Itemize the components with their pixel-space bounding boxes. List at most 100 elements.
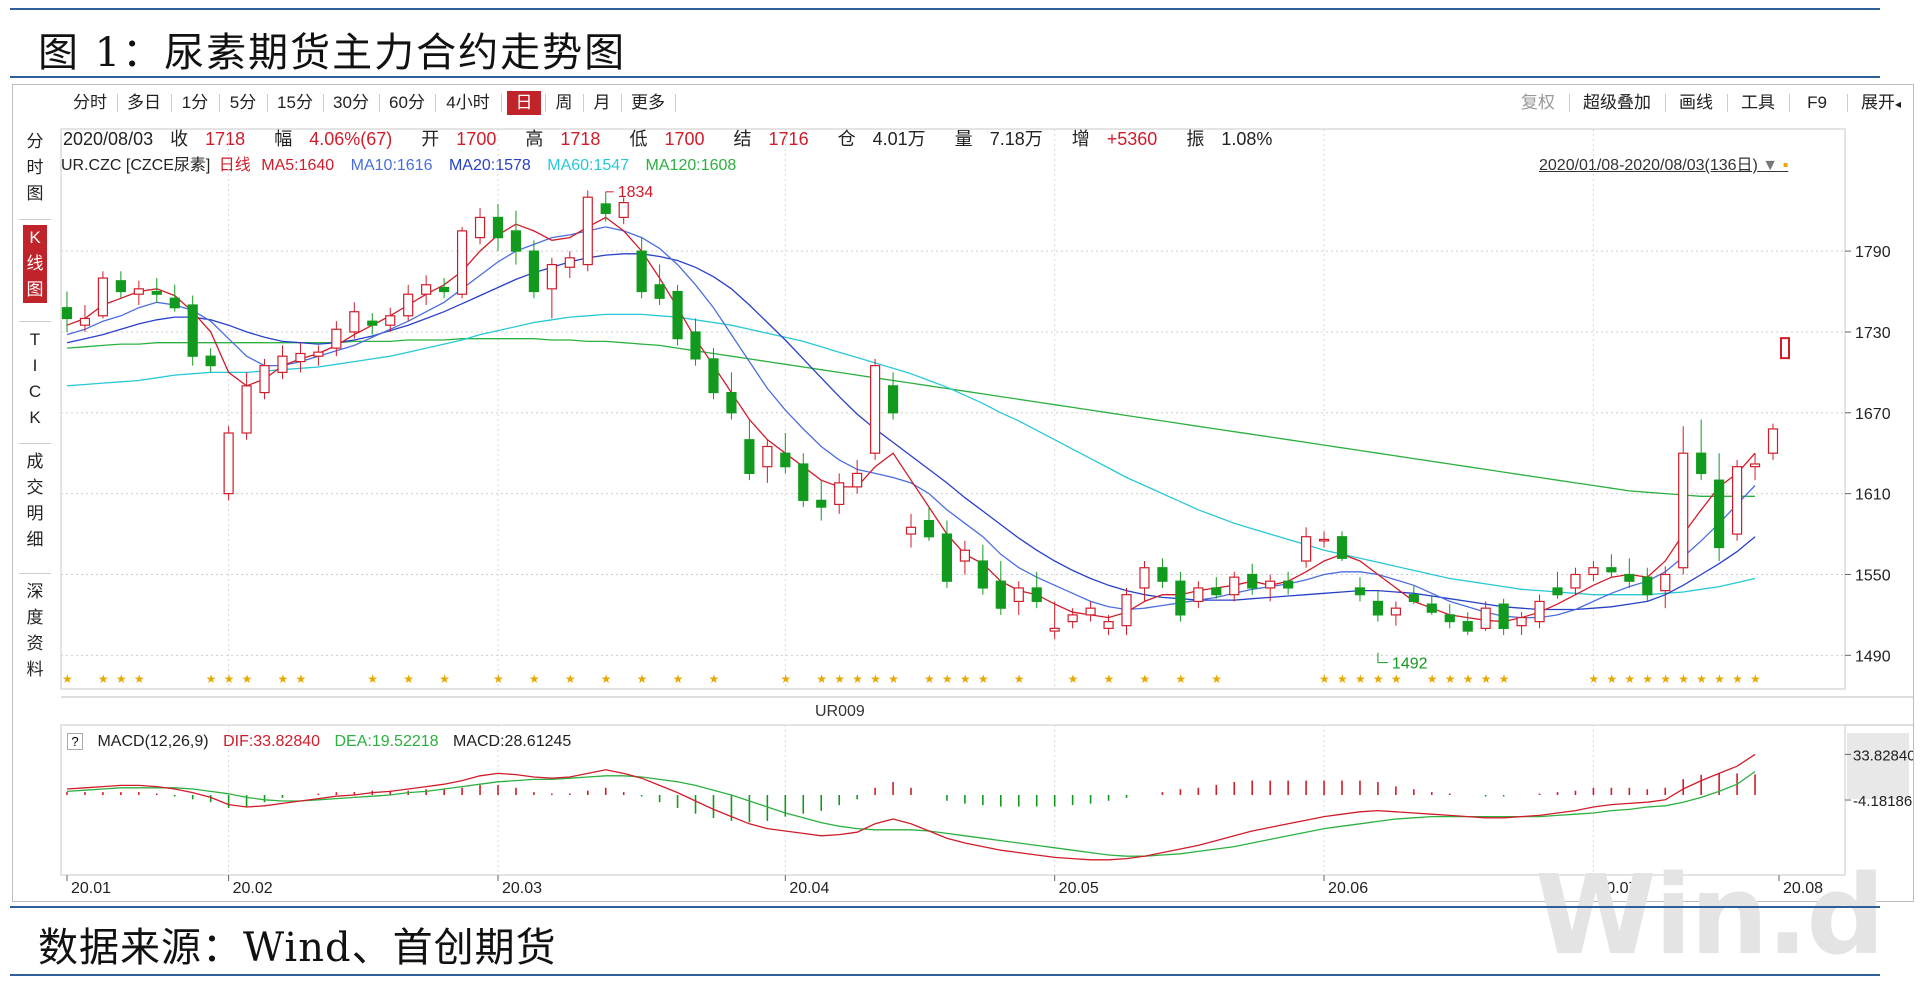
- toolbar-divider: [435, 94, 436, 112]
- dea-line: [66, 771, 1756, 857]
- candle: [259, 358, 270, 400]
- signal-star: ★: [1175, 672, 1186, 686]
- macd-y-tick-label: 33.82840: [1853, 747, 1913, 764]
- signal-star: ★: [1014, 672, 1025, 686]
- ma120-label: MA120:1608: [645, 157, 737, 174]
- period-5min[interactable]: 5分: [229, 93, 257, 112]
- candle: [1318, 531, 1330, 548]
- symbol-label[interactable]: UR.CZC [CZCE尿素]: [61, 157, 211, 174]
- super-overlay-button[interactable]: 超级叠加: [1583, 93, 1651, 112]
- toolbar-divider: [1789, 94, 1790, 112]
- signal-star: ★: [367, 672, 378, 686]
- candle: [367, 313, 378, 335]
- candle-body: [528, 250, 540, 293]
- candle: [708, 348, 719, 400]
- signal-star: ★: [1211, 672, 1222, 686]
- toolbar-divider: [323, 94, 324, 112]
- tools-button[interactable]: 工具: [1741, 93, 1775, 112]
- period-30min[interactable]: 30分: [333, 93, 369, 112]
- candle-body: [1354, 587, 1366, 596]
- candle-body: [1049, 627, 1060, 632]
- signal-star: ★: [924, 672, 935, 686]
- candle: [277, 345, 288, 380]
- candle-body: [115, 280, 126, 293]
- signal-star: ★: [708, 672, 719, 686]
- candle-body: [277, 355, 288, 373]
- candle: [1031, 571, 1042, 609]
- f9-button[interactable]: F9: [1807, 93, 1827, 112]
- candle-body: [834, 482, 845, 506]
- signal-star: ★: [295, 672, 306, 686]
- tab-timeshare[interactable]: 分时图: [23, 129, 47, 207]
- period-label: 日线: [218, 157, 251, 174]
- draw-line-button[interactable]: 画线: [1679, 93, 1713, 112]
- help-icon[interactable]: ?: [67, 733, 83, 750]
- signal-star: ★: [1499, 672, 1510, 686]
- toolbar-divider: [1569, 94, 1570, 112]
- candle-body: [349, 311, 360, 333]
- signal-star: ★: [1445, 672, 1456, 686]
- toolbar-divider: [583, 94, 584, 112]
- signal-star: ★: [834, 672, 845, 686]
- candle: [1462, 612, 1473, 636]
- candle: [295, 342, 306, 373]
- candle: [1049, 601, 1060, 640]
- period-week[interactable]: 周: [555, 93, 573, 112]
- candle-body: [744, 439, 755, 475]
- period-timeshare[interactable]: 分时: [73, 93, 107, 112]
- signal-star: ★: [1139, 672, 1150, 686]
- period-more[interactable]: 更多: [631, 93, 665, 112]
- candle-body: [1731, 466, 1743, 535]
- candle-body: [977, 560, 988, 589]
- period-60min[interactable]: 60分: [389, 93, 425, 112]
- macd-title: MACD(12,26,9): [97, 733, 209, 750]
- ma5-line: [66, 216, 1756, 623]
- candle: [1678, 426, 1689, 575]
- ma20-label: MA20:1578: [448, 157, 531, 174]
- chart-canvas[interactable]: ★ ★ ★ ★ ★ ★ ★ ★ ★ ★ ★ ★ ★ ★ ★ ★ ★ ★ ★ ★ ★ ★ ★ ★ ★ ★ ★ ★ ★ ★ ★ ★ ★ ★ ★ ★ ★ ★ ★ ★…: [13, 85, 1913, 901]
- signal-star: ★: [206, 672, 217, 686]
- quote-close: 收 1718: [170, 129, 246, 149]
- candle-body: [726, 391, 737, 414]
- ma60-line: [66, 313, 1756, 596]
- tab-divider: [19, 443, 51, 444]
- signal-star: ★: [1714, 672, 1725, 686]
- candle-body: [295, 352, 306, 363]
- candle-body: [241, 385, 252, 434]
- period-15min[interactable]: 15分: [277, 93, 313, 112]
- candle: [672, 284, 683, 346]
- candle: [887, 372, 899, 420]
- candle: [654, 264, 665, 305]
- y-tick-label: 1550: [1855, 567, 1891, 584]
- period-4hour[interactable]: 4小时: [446, 93, 490, 112]
- candle: [1300, 527, 1312, 568]
- candle: [223, 426, 234, 501]
- candle: [1624, 558, 1635, 588]
- ma120-line: [66, 338, 1755, 497]
- tab-trade-detail[interactable]: 成交明细: [23, 449, 47, 553]
- macd-value-label: MACD:28.61245: [453, 733, 572, 750]
- signal-star: ★: [888, 672, 899, 686]
- signal-star: ★: [1678, 672, 1689, 686]
- period-multiday[interactable]: 多日: [127, 93, 161, 112]
- candle-body: [959, 549, 970, 562]
- restore-rights-button[interactable]: 复权: [1521, 93, 1555, 112]
- candle: [780, 433, 791, 474]
- macd-y-tick-label: -4.18186: [1853, 793, 1912, 810]
- candle: [1660, 566, 1671, 609]
- period-toolbar: 分时 多日 1分 5分 15分 30分 60分 4小时 日 周 月 更多 复权 …: [57, 89, 1913, 117]
- ma10-label: MA10:1616: [350, 157, 433, 174]
- expand-button[interactable]: 展开◂: [1853, 91, 1909, 115]
- x-tick-label: 20.04: [789, 880, 829, 897]
- period-1min[interactable]: 1分: [181, 93, 209, 112]
- tab-depth-data[interactable]: 深度资料: [23, 579, 47, 683]
- top-rule-2: [10, 76, 1880, 78]
- period-month[interactable]: 月: [593, 93, 611, 112]
- period-day[interactable]: 日: [507, 91, 541, 115]
- wind-watermark: Win.d: [1535, 851, 1885, 979]
